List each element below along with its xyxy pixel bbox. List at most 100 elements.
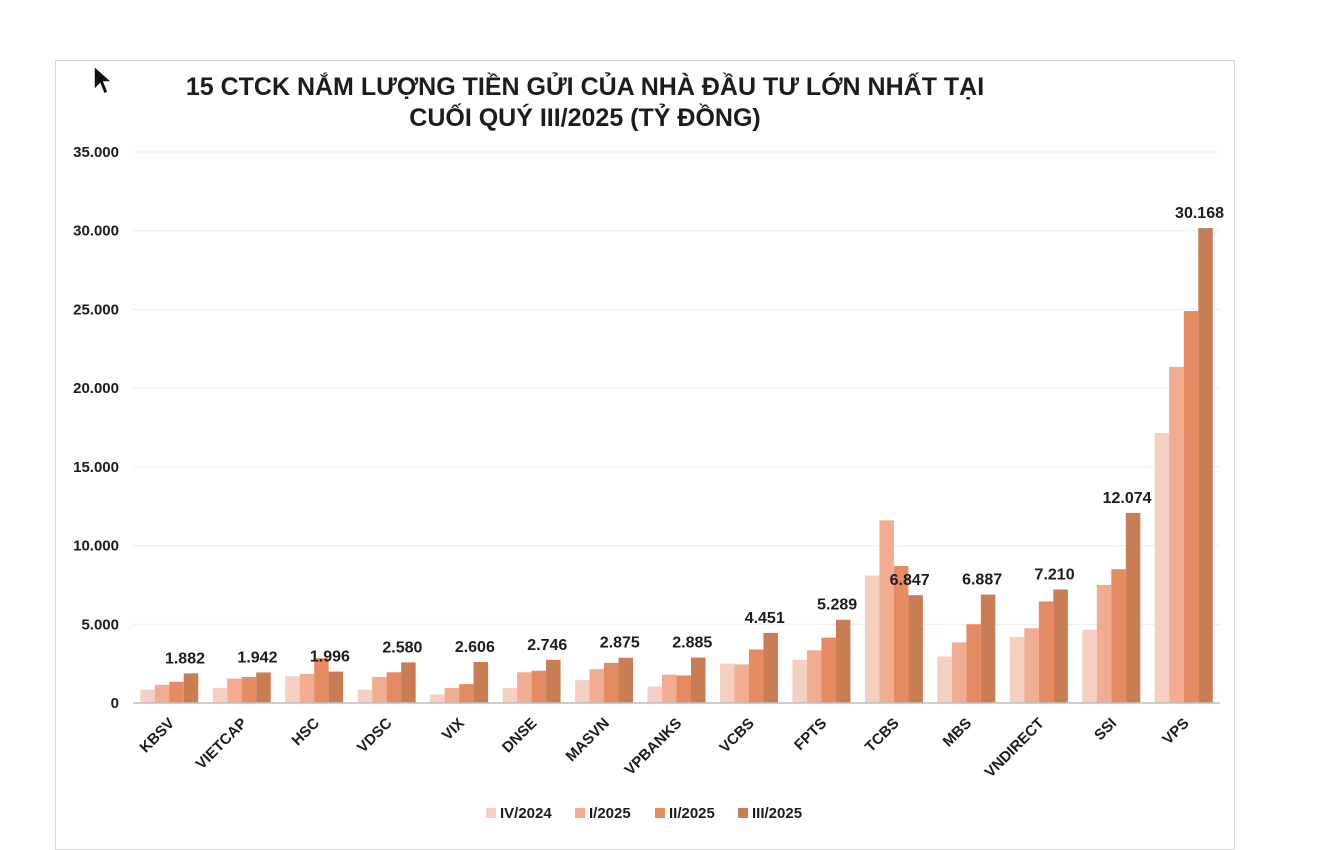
x-tick-label: MASVN [563,715,613,765]
x-tick-label: TCBS [862,715,903,756]
data-label: 4.451 [745,610,785,627]
bar-mbs-i-2025 [951,642,967,703]
bar-vndirect-ii-2025 [1038,601,1054,703]
data-label: 1.882 [165,650,205,667]
bar-vcbs-ii-2025 [748,649,764,703]
bar-vietcap-iii-2025 [256,672,271,703]
bar-vdsc-ii-2025 [386,672,402,703]
bar-ssi-iii-2025 [1125,512,1141,703]
x-tick-label: KBSV [137,715,178,756]
bar-tcbs-iii-2025 [908,595,923,703]
bar-vps-i-2025 [1169,366,1184,703]
bar-tcbs-i-2025 [879,520,894,703]
data-label: 12.074 [1103,490,1152,507]
x-tick-label: HSC [289,715,324,750]
bar-fpts-iii-2025 [835,619,851,703]
bar-vix-iv-2024 [430,694,445,703]
y-tick-label: 30.000 [73,223,119,240]
bar-kbsv-iii-2025 [183,673,199,703]
bar-vietcap-ii-2025 [241,677,257,703]
legend-swatch [655,808,665,818]
bar-mbs-iii-2025 [980,594,996,703]
data-label: 1.942 [237,649,277,666]
bar-vietcap-i-2025 [227,678,242,703]
bar-vpbanks-iv-2024 [647,686,662,703]
data-label: 6.887 [962,572,1002,589]
y-tick-label: 0 [111,695,119,712]
y-tick-label: 10.000 [73,538,119,555]
data-label: 2.606 [455,639,495,656]
x-tick-label: VPS [1159,715,1192,748]
y-tick-label: 35.000 [73,144,119,161]
chart-title-line-2: CUỐI QUÝ III/2025 (TỶ ĐỒNG) [409,104,761,132]
bar-vix-iii-2025 [473,661,489,703]
bar-vps-iv-2024 [1154,433,1170,703]
bar-vps-iii-2025 [1198,228,1213,703]
bar-mbs-ii-2025 [966,624,981,703]
chart-title: 15 CTCK NẮM LƯỢNG TIỀN GỬI CỦA NHÀ ĐẦU T… [55,72,1235,134]
chart-card [55,60,1235,850]
x-tick-label: SSI [1091,715,1120,744]
bar-ssi-ii-2025 [1111,569,1126,703]
y-tick-label: 5.000 [81,616,119,633]
bar-dnse-iv-2024 [502,688,518,703]
bar-fpts-i-2025 [806,650,822,703]
legend-swatch [575,808,585,818]
mouse-pointer-icon [93,64,114,96]
bar-dnse-iii-2025 [546,659,561,703]
data-label: 2.875 [600,635,640,652]
bar-vdsc-iii-2025 [401,662,416,703]
data-label: 6.847 [890,572,930,589]
x-tick-label: MBS [940,715,976,751]
x-tick-label: VPBANKS [621,715,685,779]
data-label: 30.168 [1175,205,1224,222]
legend-label: II/2025 [669,805,715,822]
data-label: 2.885 [672,635,712,652]
x-tick-label: VIETCAP [193,715,251,773]
bar-dnse-i-2025 [517,672,532,703]
x-tick-label: VCBS [716,715,757,756]
bar-hsc-ii-2025 [314,658,329,703]
x-tick-label: VIX [439,715,468,744]
y-tick-label: 15.000 [73,459,119,476]
legend-label: IV/2024 [500,805,552,822]
data-label: 1.996 [310,649,350,666]
data-label: 7.210 [1035,566,1075,583]
legend-swatch [486,808,496,818]
legend-label: III/2025 [752,805,802,822]
y-tick-label: 25.000 [73,301,119,318]
legend-swatch [738,808,748,818]
data-label: 5.289 [817,597,857,614]
bar-fpts-ii-2025 [821,637,836,703]
bar-vcbs-iii-2025 [763,632,778,703]
data-label: 2.746 [527,637,567,654]
bar-vdsc-iv-2024 [357,689,373,703]
x-tick-label: FPTS [791,715,830,754]
bar-vpbanks-i-2025 [662,674,677,703]
bar-masvn-i-2025 [589,669,605,703]
y-tick-label: 20.000 [73,380,119,397]
bar-vpbanks-ii-2025 [676,675,691,703]
legend-label: I/2025 [589,805,631,822]
bar-vpbanks-iii-2025 [691,657,706,703]
bar-vietcap-iv-2024 [212,688,228,703]
x-tick-label: VDSC [354,715,396,757]
bar-dnse-ii-2025 [531,670,547,703]
bar-kbsv-i-2025 [154,684,170,703]
bar-vcbs-iv-2024 [719,663,735,703]
data-label: 2.580 [382,639,422,656]
bar-tcbs-ii-2025 [893,566,909,703]
bar-vndirect-iii-2025 [1053,589,1068,703]
bar-vdsc-i-2025 [372,677,387,703]
bar-kbsv-iv-2024 [140,689,155,703]
bar-hsc-iii-2025 [328,671,344,703]
bar-tcbs-iv-2024 [864,575,880,703]
bar-vcbs-i-2025 [734,664,749,703]
bar-vix-ii-2025 [459,684,474,703]
bar-ssi-iv-2024 [1082,629,1097,703]
bar-masvn-iv-2024 [575,680,590,703]
bar-masvn-iii-2025 [618,657,634,703]
bar-ssi-i-2025 [1096,584,1112,703]
x-tick-label: DNSE [499,715,540,756]
